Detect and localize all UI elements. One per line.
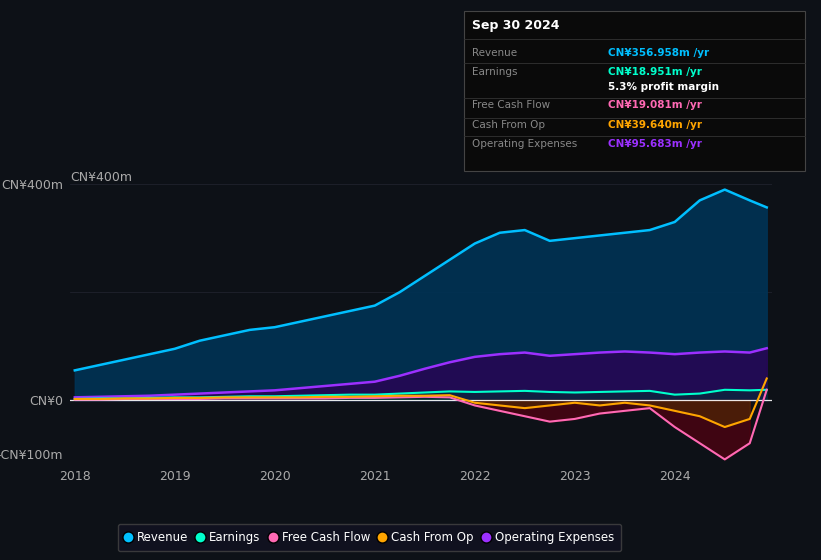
Text: CN¥39.640m /yr: CN¥39.640m /yr	[608, 120, 701, 130]
Text: Revenue: Revenue	[472, 48, 517, 58]
Text: CN¥18.951m /yr: CN¥18.951m /yr	[608, 67, 701, 77]
Text: Free Cash Flow: Free Cash Flow	[472, 100, 550, 110]
Text: CN¥400m: CN¥400m	[70, 171, 132, 184]
Text: CN¥356.958m /yr: CN¥356.958m /yr	[608, 48, 709, 58]
Text: Sep 30 2024: Sep 30 2024	[472, 18, 560, 32]
Text: CN¥95.683m /yr: CN¥95.683m /yr	[608, 139, 701, 150]
Text: Earnings: Earnings	[472, 67, 517, 77]
Text: Operating Expenses: Operating Expenses	[472, 139, 577, 150]
Text: Cash From Op: Cash From Op	[472, 120, 545, 130]
Text: CN¥19.081m /yr: CN¥19.081m /yr	[608, 100, 701, 110]
Legend: Revenue, Earnings, Free Cash Flow, Cash From Op, Operating Expenses: Revenue, Earnings, Free Cash Flow, Cash …	[117, 524, 621, 551]
Text: 5.3% profit margin: 5.3% profit margin	[608, 82, 718, 92]
